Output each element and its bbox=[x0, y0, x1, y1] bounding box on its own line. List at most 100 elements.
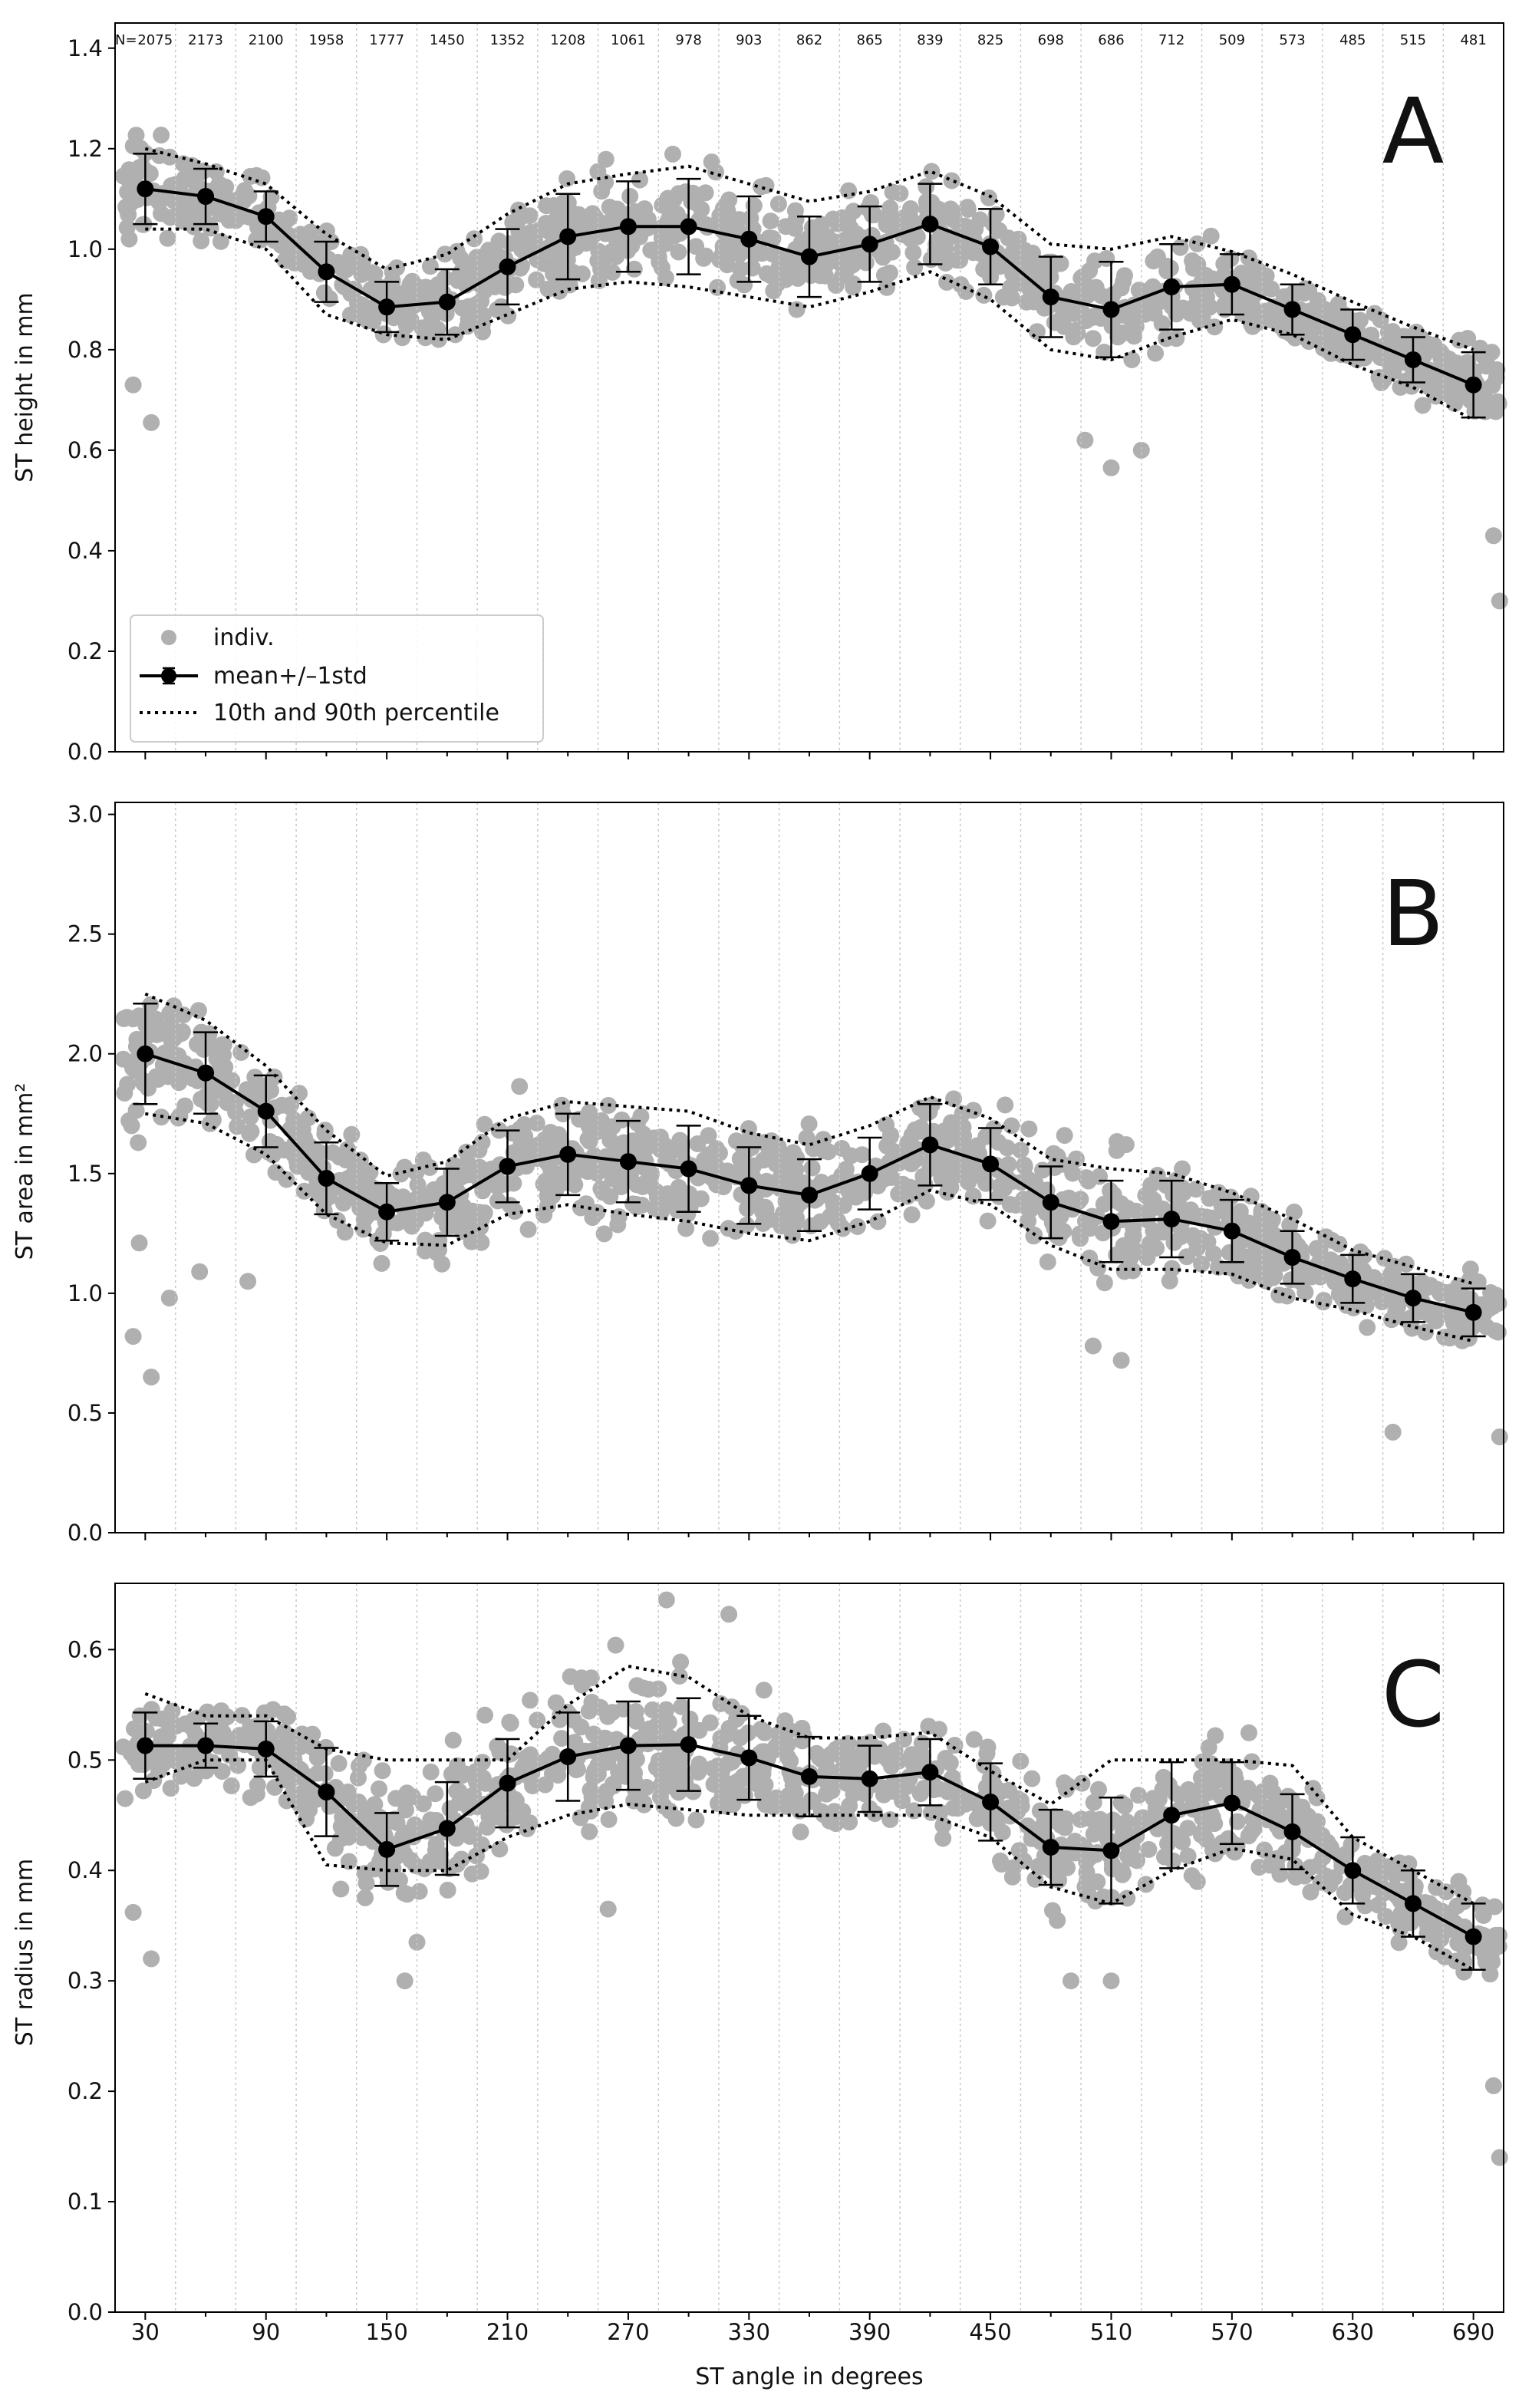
indiv-point bbox=[898, 1184, 916, 1202]
indiv-point bbox=[1417, 1323, 1435, 1341]
indiv-point bbox=[944, 1800, 962, 1817]
indiv-point bbox=[875, 1722, 892, 1740]
indiv-point bbox=[657, 1701, 675, 1718]
indiv-point bbox=[1263, 280, 1280, 298]
indiv-point bbox=[1052, 1207, 1069, 1225]
indiv-point bbox=[204, 1111, 222, 1128]
indiv-point bbox=[1079, 1172, 1097, 1190]
mean-point bbox=[861, 236, 878, 253]
indiv-point bbox=[848, 1217, 866, 1235]
indiv-point bbox=[562, 1668, 579, 1685]
indiv-point bbox=[1205, 1245, 1222, 1263]
indiv-point bbox=[1377, 1908, 1395, 1925]
indiv-point bbox=[1077, 312, 1095, 330]
indiv-point bbox=[621, 187, 639, 205]
indiv-point bbox=[422, 1763, 440, 1780]
indiv-point bbox=[604, 1171, 621, 1188]
indiv-point bbox=[1383, 1311, 1400, 1329]
indiv-point bbox=[1228, 1813, 1246, 1830]
indiv-point bbox=[832, 1218, 850, 1236]
indiv-point bbox=[930, 1780, 947, 1797]
indiv-point bbox=[189, 1002, 207, 1020]
indiv-point bbox=[1317, 1228, 1335, 1246]
indiv-point bbox=[891, 185, 909, 203]
indiv-point bbox=[779, 1748, 796, 1766]
indiv-point bbox=[1270, 1286, 1288, 1304]
indiv-point bbox=[788, 1149, 806, 1167]
indiv-point bbox=[350, 1769, 367, 1787]
indiv-point bbox=[1039, 1253, 1056, 1270]
y-tick-label-c: 0.5 bbox=[68, 1747, 103, 1773]
mean-point bbox=[921, 1136, 939, 1154]
indiv-point bbox=[677, 1220, 695, 1237]
indiv-point bbox=[463, 1865, 481, 1883]
indiv-point bbox=[397, 1197, 415, 1214]
indiv-point bbox=[1130, 1787, 1147, 1804]
indiv-point bbox=[392, 1165, 410, 1183]
indiv-point bbox=[923, 163, 941, 180]
indiv-point bbox=[134, 1782, 152, 1800]
indiv-point bbox=[1441, 1329, 1459, 1347]
indiv-point bbox=[1073, 1774, 1091, 1792]
indiv-point bbox=[1135, 1810, 1153, 1828]
indiv-point bbox=[119, 1076, 137, 1093]
indiv-point bbox=[651, 253, 668, 271]
indiv-point bbox=[212, 232, 229, 250]
mean-point bbox=[982, 1794, 1000, 1810]
indiv-outlier bbox=[124, 376, 142, 394]
indiv-point bbox=[505, 1174, 522, 1192]
mean-point bbox=[438, 1194, 456, 1211]
indiv-point bbox=[943, 1770, 960, 1787]
indiv-point bbox=[1386, 1880, 1404, 1898]
indiv-point bbox=[299, 1109, 317, 1127]
indiv-point bbox=[1486, 1898, 1504, 1916]
indiv-point bbox=[1072, 1811, 1089, 1828]
indiv-point bbox=[1052, 255, 1069, 272]
indiv-point bbox=[285, 1146, 303, 1164]
indiv-point bbox=[1066, 1843, 1083, 1861]
mean-point bbox=[619, 1737, 637, 1754]
indiv-point bbox=[1148, 1240, 1165, 1257]
indiv-point bbox=[670, 243, 687, 261]
indiv-outlier bbox=[1491, 2149, 1508, 2166]
indiv-point bbox=[1105, 1186, 1122, 1204]
indiv-point bbox=[1166, 1784, 1184, 1802]
indiv-point bbox=[120, 206, 137, 223]
indiv-point bbox=[1092, 1810, 1109, 1828]
indiv-point bbox=[480, 253, 498, 271]
indiv-point bbox=[979, 1212, 997, 1230]
indiv-outlier bbox=[720, 1606, 738, 1623]
indiv-point bbox=[1356, 1881, 1373, 1899]
indiv-point bbox=[311, 1186, 328, 1204]
indiv-point bbox=[1428, 1879, 1445, 1896]
indiv-point bbox=[582, 1781, 599, 1799]
indiv-point bbox=[1002, 278, 1020, 296]
indiv-point bbox=[1257, 1209, 1275, 1226]
mean-point bbox=[1042, 1839, 1059, 1856]
indiv-point bbox=[757, 1201, 775, 1218]
indiv-point bbox=[453, 1767, 471, 1784]
mean-point bbox=[318, 263, 335, 281]
mean-point bbox=[378, 1840, 396, 1858]
indiv-point bbox=[626, 204, 644, 222]
indiv-point bbox=[397, 1801, 414, 1819]
indiv-point bbox=[206, 1720, 223, 1738]
count-label: 573 bbox=[1279, 32, 1305, 48]
indiv-point bbox=[1178, 1248, 1195, 1266]
indiv-point bbox=[1188, 1181, 1204, 1198]
indiv-point bbox=[1428, 1280, 1446, 1298]
indiv-point bbox=[604, 1704, 621, 1721]
indiv-point bbox=[1201, 1190, 1218, 1207]
indiv-point bbox=[292, 1761, 310, 1779]
indiv-point bbox=[1206, 318, 1224, 336]
indiv-point bbox=[919, 194, 937, 212]
indiv-point bbox=[753, 245, 771, 262]
indiv-point bbox=[196, 1030, 213, 1048]
indiv-point bbox=[1336, 1884, 1353, 1902]
indiv-point bbox=[668, 206, 686, 222]
indiv-point bbox=[406, 1213, 423, 1230]
indiv-point bbox=[300, 259, 318, 277]
mean-point bbox=[619, 218, 637, 236]
indiv-point bbox=[762, 212, 779, 230]
